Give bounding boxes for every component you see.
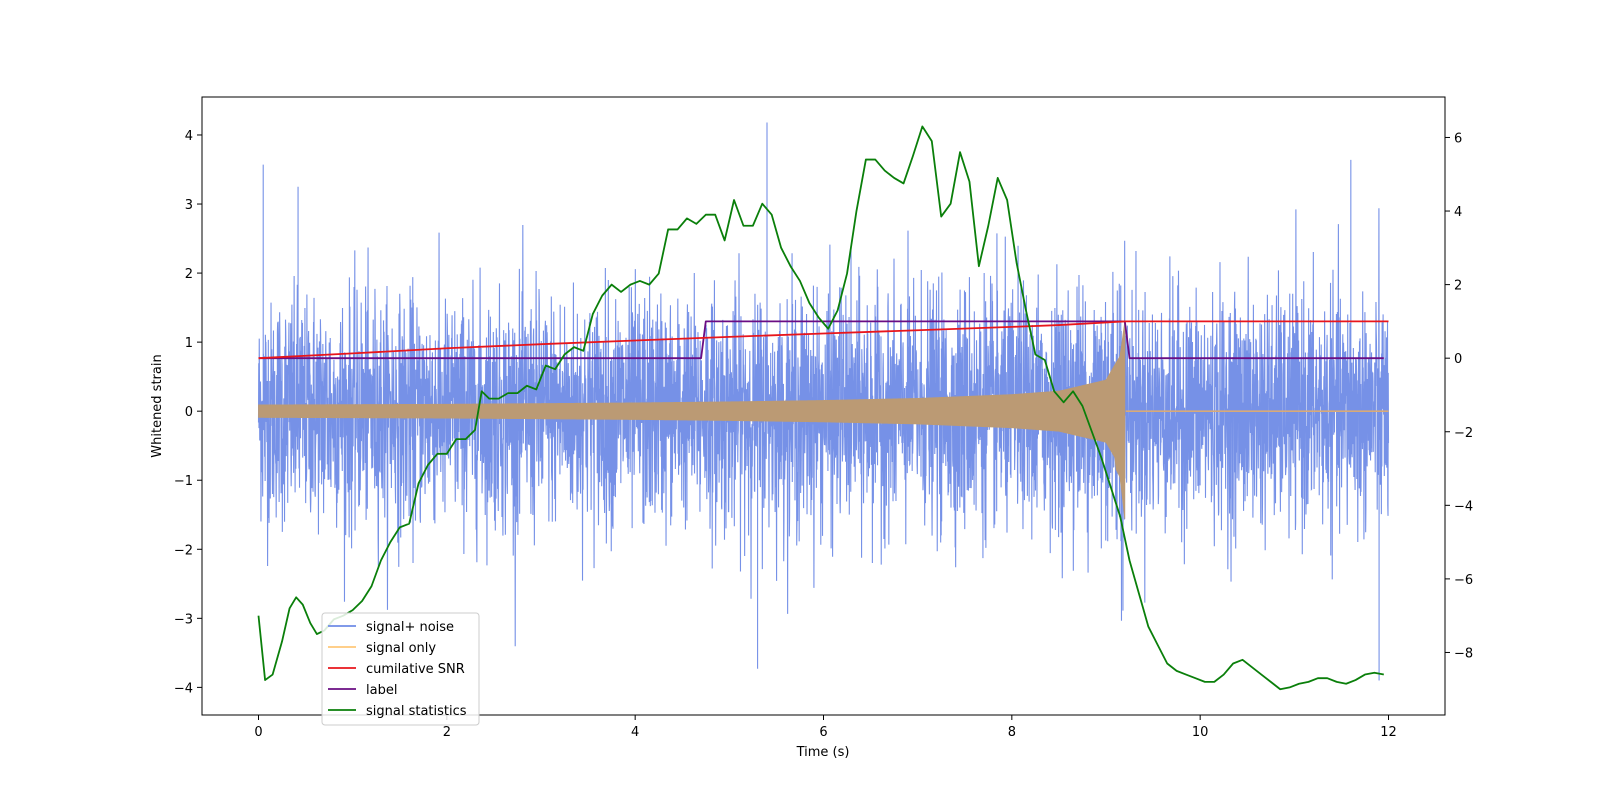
- x-tick-label: 12: [1380, 725, 1397, 740]
- legend-entry-label: signal only: [366, 641, 436, 656]
- x-axis-label: Time (s): [796, 745, 850, 760]
- y-tick-label: 3: [185, 198, 193, 213]
- y2-tick-label: 4: [1454, 205, 1462, 220]
- y-tick-label: 0: [185, 405, 193, 420]
- series-signal-statistics: [257, 125, 1384, 691]
- y2-tick-label: 0: [1454, 352, 1462, 367]
- x-tick-label: 2: [443, 725, 451, 740]
- x-tick-label: 10: [1192, 725, 1209, 740]
- y2-tick-label: 2: [1454, 279, 1462, 294]
- series-layer: [257, 122, 1390, 691]
- legend-entry-label: cumilative SNR: [366, 662, 465, 677]
- y-tick-label: −2: [174, 543, 193, 558]
- series-signal-only: [258, 321, 1126, 519]
- x-tick-label: 6: [819, 725, 827, 740]
- y-tick-label: 2: [185, 267, 193, 282]
- x-tick-label: 8: [1008, 725, 1016, 740]
- y-tick-label: −1: [174, 474, 193, 489]
- series-signal-noise: [257, 122, 1390, 681]
- legend: signal+ noise signal only cumilative SNR la…: [321, 612, 480, 726]
- y2-tick-label: 6: [1454, 131, 1462, 146]
- y2-tick-label: −4: [1454, 499, 1473, 514]
- y-axis-left: −4 −3 −2 −1 0 1 2 3 4: [174, 129, 202, 696]
- legend-entry-label: label: [366, 683, 397, 698]
- x-tick-label: 4: [631, 725, 639, 740]
- y-axis-label: Whitened strain: [150, 354, 165, 457]
- y-tick-label: 4: [185, 129, 193, 144]
- y2-tick-label: −6: [1454, 573, 1473, 588]
- legend-box: [321, 612, 480, 726]
- legend-entry-label: signal statistics: [366, 704, 467, 719]
- y-tick-label: −3: [174, 612, 193, 627]
- series-label: [258, 320, 1384, 360]
- y-axis-right: −8 −6 −4 −2 0 2 4 6: [1445, 131, 1473, 661]
- y-tick-label: 1: [185, 336, 193, 351]
- legend-entry-label: signal+ noise: [366, 620, 454, 635]
- x-tick-label: 0: [254, 725, 262, 740]
- y2-tick-label: −2: [1454, 426, 1473, 441]
- y-tick-label: −4: [174, 681, 193, 696]
- y2-tick-label: −8: [1454, 646, 1473, 661]
- series-cumulative-snr: [258, 320, 1389, 360]
